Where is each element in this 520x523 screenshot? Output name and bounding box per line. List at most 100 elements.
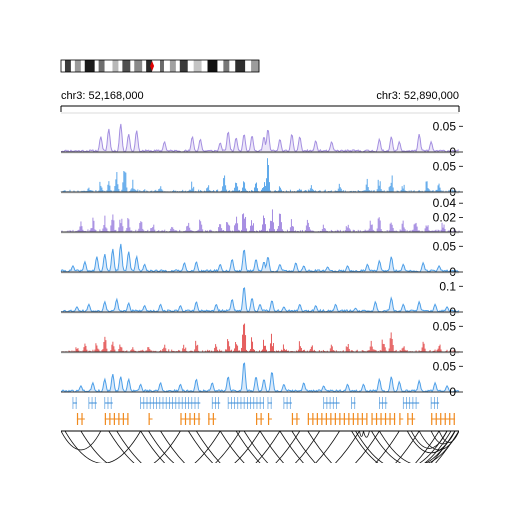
ideogram-band: [104, 60, 113, 72]
gene-exon: [393, 413, 396, 425]
gene-exon: [435, 413, 437, 425]
interaction-arc: [108, 431, 221, 463]
gene-exon: [371, 413, 373, 425]
ideogram-band: [187, 60, 194, 72]
interaction-arc: [61, 431, 102, 451]
gene-exon: [357, 413, 359, 425]
gene-track: [76, 413, 456, 425]
ideogram-band: [229, 60, 236, 72]
signal-line: [60, 123, 460, 153]
y-tick-label: 0: [449, 385, 456, 399]
gene-exon: [316, 413, 318, 425]
gene-exon: [256, 413, 258, 425]
interaction-arc: [235, 431, 380, 463]
ideogram-band: [217, 60, 224, 72]
gene-exon: [193, 413, 196, 425]
ideogram-band: [64, 60, 72, 72]
signal-track-4: 0.05 0: [60, 232, 463, 279]
interaction-arc: [291, 431, 459, 463]
gene-exon: [431, 413, 433, 425]
gene-exon: [440, 413, 442, 425]
interaction-arc: [259, 431, 420, 463]
y-tick-label: 0: [449, 145, 456, 159]
ideogram-band: [94, 60, 99, 72]
signal-area: [61, 243, 459, 272]
y-tick-label: 0.05: [433, 239, 457, 253]
y-tick-label: 0: [449, 225, 456, 239]
gene-exon: [180, 413, 182, 425]
interaction-arc: [438, 431, 459, 443]
gene-exon: [296, 413, 298, 425]
interaction-arc: [148, 431, 261, 463]
ideogram-band: [245, 60, 252, 72]
ideogram-region-marker: [150, 61, 155, 71]
ideogram-band: [118, 60, 123, 72]
gene-exon: [122, 413, 124, 425]
y-tick-label: 0.05: [433, 159, 457, 173]
gene-exon: [189, 413, 191, 425]
gene-exon: [113, 413, 115, 425]
y-tick-label: 0: [449, 345, 456, 359]
locus-end-label: chr3: 52,890,000: [376, 90, 459, 102]
gene-exon: [348, 413, 350, 425]
gene-exon: [212, 413, 214, 425]
feature-track: [72, 397, 440, 409]
interaction-arc: [116, 431, 241, 463]
y-tick-label: 0: [449, 265, 456, 279]
gene-exon: [307, 413, 309, 425]
ideogram-band: [70, 60, 76, 72]
y-tick-label: 0.05: [433, 319, 457, 333]
interaction-arc: [64, 431, 141, 463]
signal-area: [61, 123, 459, 152]
interaction-arc: [355, 431, 448, 463]
signal-track-2: 0.05 0: [60, 152, 463, 199]
gene-exon: [109, 413, 111, 425]
ideogram-band: [175, 60, 181, 72]
signal-line: [60, 243, 460, 273]
ideogram-band: [98, 60, 105, 72]
gene-exon: [291, 413, 294, 425]
ideogram-band: [80, 60, 86, 72]
gene-exon: [148, 413, 150, 425]
interaction-arc: [359, 431, 364, 437]
interaction-arc: [307, 431, 456, 463]
ideogram-band: [251, 60, 260, 72]
ideogram-band: [207, 60, 218, 72]
interaction-arc: [188, 431, 321, 463]
interaction-arc: [80, 431, 181, 463]
ideogram-band: [152, 60, 161, 72]
gene-exon: [267, 413, 270, 425]
ideogram-band: [201, 60, 208, 72]
interaction-arc: [430, 431, 456, 445]
gene-exon: [411, 413, 413, 425]
gene-exon: [260, 413, 262, 425]
ideogram-band: [84, 60, 95, 72]
locus-start-label: chr3: 52,168,000: [61, 90, 144, 102]
y-tick-label: 0.04: [433, 196, 457, 210]
interaction-arc: [160, 431, 301, 463]
gene-exon: [366, 413, 368, 425]
ideogram-band: [193, 60, 202, 72]
gene-exon: [76, 413, 79, 425]
ideogram-band: [122, 60, 131, 72]
interaction-arc: [195, 431, 340, 463]
gene-exon: [453, 413, 455, 425]
y-tick-label: 0.02: [433, 211, 457, 225]
signal-track-7: 0.05 0: [60, 352, 463, 399]
gene-exon: [407, 413, 409, 425]
signal-track-1: 0.05 0: [60, 112, 463, 159]
ideogram-band: [112, 60, 119, 72]
ideogram-outline: [60, 59, 260, 73]
ideogram-band: [179, 60, 189, 72]
ideogram-band: [142, 60, 147, 72]
gene-exon: [444, 413, 446, 425]
gene-exon: [81, 413, 83, 425]
signal-track-6: 0.05 0: [61, 312, 463, 359]
gene-exon: [449, 413, 451, 425]
ideogram-band: [146, 60, 153, 72]
interaction-arc: [140, 431, 281, 463]
gene-exon: [339, 413, 341, 425]
interaction-arc: [351, 431, 452, 463]
y-tick-label: 0.05: [433, 119, 457, 133]
